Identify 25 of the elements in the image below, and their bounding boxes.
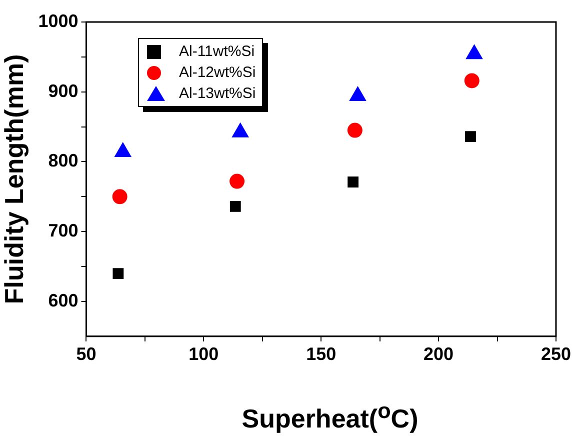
point	[230, 174, 245, 189]
point	[347, 122, 362, 138]
x-axis-title: Superheat($^{o}$C)	[240, 398, 420, 435]
y-tick-label: 700	[48, 220, 78, 241]
y-tick-label: 1000	[38, 10, 78, 31]
y-tick-label: 800	[48, 150, 78, 171]
point	[349, 86, 366, 102]
legend-label: Al-13wt%Si	[179, 85, 256, 102]
point	[230, 201, 241, 212]
legend-label: Al-12wt%Si	[179, 64, 256, 81]
x-tick-label: 200	[424, 344, 454, 364]
point	[466, 44, 483, 60]
point	[112, 189, 128, 204]
point	[464, 73, 480, 88]
x-tick-label: 50	[76, 344, 96, 364]
point	[112, 268, 124, 279]
y-axis-title: Fluidity Length(mm)	[0, 54, 29, 304]
point	[465, 131, 476, 142]
x-tick-label: 150	[306, 344, 336, 364]
x-tick-label: 100	[188, 344, 219, 364]
legend-label: Al-11wt%Si	[179, 43, 255, 60]
point	[348, 176, 359, 188]
y-tick-label: 600	[48, 290, 78, 310]
y-tick-label: 900	[48, 80, 78, 101]
x-tick-label: 250	[540, 344, 572, 364]
